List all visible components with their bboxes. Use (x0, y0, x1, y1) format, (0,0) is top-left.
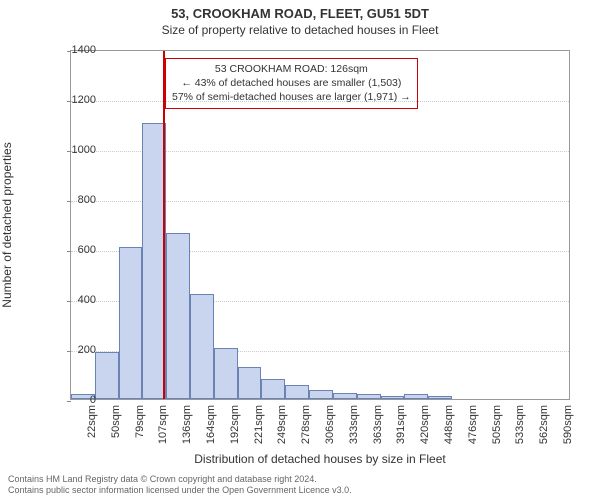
histogram-bar (333, 393, 357, 399)
histogram-bar (357, 394, 381, 399)
ytick-label: 400 (56, 294, 96, 306)
xtick-label: 363sqm (372, 405, 384, 444)
ytick-label: 1200 (56, 94, 96, 106)
xtick-label: 22sqm (86, 405, 98, 438)
histogram-bar (190, 294, 214, 399)
ytick-label: 0 (56, 394, 96, 406)
histogram-bar (381, 396, 405, 399)
page-title: 53, CROOKHAM ROAD, FLEET, GU51 5DT (0, 0, 600, 21)
histogram-bar (119, 247, 143, 400)
ytick-label: 600 (56, 244, 96, 256)
xtick-label: 533sqm (514, 405, 526, 444)
xtick-label: 221sqm (253, 405, 265, 444)
footer-line: Contains HM Land Registry data © Crown c… (8, 474, 352, 485)
histogram-bar (166, 233, 190, 399)
xtick-label: 278sqm (300, 405, 312, 444)
xtick-label: 306sqm (324, 405, 336, 444)
xtick-label: 420sqm (419, 405, 431, 444)
xtick-label: 448sqm (443, 405, 455, 444)
ytick-label: 1000 (56, 144, 96, 156)
xtick-label: 249sqm (276, 405, 288, 444)
xtick-label: 391sqm (395, 405, 407, 444)
xtick-label: 192sqm (229, 405, 241, 444)
histogram-bar (214, 348, 238, 399)
xtick-label: 590sqm (562, 405, 574, 444)
callout-line: ← 43% of detached houses are smaller (1,… (172, 76, 411, 90)
xtick-label: 136sqm (181, 405, 193, 444)
chart-area: 53 CROOKHAM ROAD: 126sqm ← 43% of detach… (70, 50, 570, 400)
histogram-bar (238, 367, 262, 400)
histogram-bar (261, 379, 285, 399)
histogram-bar (428, 396, 452, 399)
histogram-bar (404, 394, 428, 399)
callout-box: 53 CROOKHAM ROAD: 126sqm ← 43% of detach… (165, 58, 418, 109)
xtick-label: 562sqm (538, 405, 550, 444)
histogram-bar (309, 390, 333, 399)
histogram-bar (285, 385, 309, 399)
y-axis-label: Number of detached properties (0, 142, 14, 307)
xtick-label: 107sqm (157, 405, 169, 444)
callout-line: 53 CROOKHAM ROAD: 126sqm (172, 62, 411, 76)
ytick-label: 1400 (56, 44, 96, 56)
x-axis-label: Distribution of detached houses by size … (70, 452, 570, 466)
xtick-label: 164sqm (205, 405, 217, 444)
xtick-label: 79sqm (134, 405, 146, 438)
histogram-bar (95, 352, 119, 400)
xtick-label: 505sqm (491, 405, 503, 444)
ytick-label: 800 (56, 194, 96, 206)
xtick-label: 333sqm (348, 405, 360, 444)
xtick-label: 476sqm (467, 405, 479, 444)
xtick-label: 50sqm (110, 405, 122, 438)
footer-line: Contains public sector information licen… (8, 485, 352, 496)
footer-attribution: Contains HM Land Registry data © Crown c… (8, 474, 352, 496)
page-subtitle: Size of property relative to detached ho… (0, 21, 600, 37)
callout-line: 57% of semi-detached houses are larger (… (172, 90, 411, 104)
ytick-label: 200 (56, 344, 96, 356)
